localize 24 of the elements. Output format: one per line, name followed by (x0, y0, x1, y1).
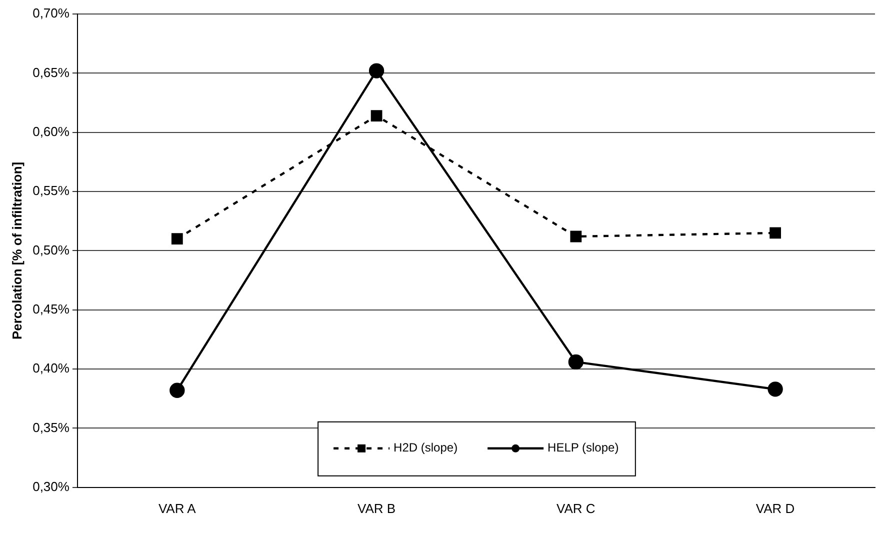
point (770, 227, 782, 239)
y-tick-label: 0,45% (32, 301, 70, 316)
y-tick-label: 0,60% (32, 124, 70, 139)
y-tick-label: 0,70% (32, 6, 70, 21)
y-tick-label: 0,35% (32, 420, 70, 435)
x-tick-label: VAR C (556, 500, 596, 516)
x-tick-label: VAR A (158, 500, 196, 516)
x-tick-label: VAR B (358, 500, 396, 516)
y-tick-label: 0,30% (32, 478, 70, 494)
x-tick-label: VAR D (756, 500, 795, 516)
point (170, 382, 185, 398)
y-tick-label: 0,40% (32, 360, 70, 376)
y-tick-label: 0,50% (32, 242, 70, 258)
y-tick-label: 0,65% (32, 64, 70, 80)
y-axis-title: Percolation [% of infiltration] (9, 162, 24, 340)
y-tick-label: 0,55% (32, 183, 70, 198)
point (368, 63, 384, 78)
legend-label: H2D (slope) (394, 440, 458, 455)
point (768, 382, 783, 397)
point (370, 110, 382, 122)
legend-label: HELP (slope) (548, 440, 619, 455)
point (570, 230, 582, 242)
point (568, 354, 584, 370)
point (171, 233, 183, 245)
